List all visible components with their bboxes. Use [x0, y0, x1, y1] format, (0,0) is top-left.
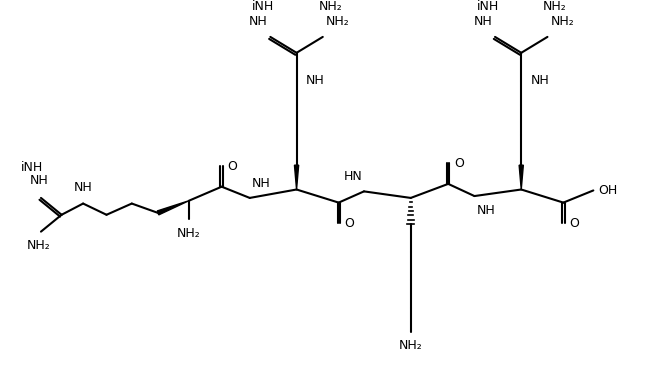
Text: NH: NH	[252, 176, 271, 190]
Text: iNH: iNH	[21, 161, 43, 174]
Text: iNH: iNH	[252, 0, 274, 13]
Text: NH₂: NH₂	[27, 239, 51, 252]
Text: NH: NH	[306, 74, 325, 87]
Polygon shape	[157, 201, 189, 215]
Polygon shape	[519, 165, 523, 190]
Text: NH₂: NH₂	[543, 0, 567, 13]
Text: NH₂: NH₂	[399, 339, 423, 352]
Text: NH₂: NH₂	[177, 227, 201, 240]
Text: NH: NH	[531, 74, 549, 87]
Text: NH: NH	[29, 174, 48, 187]
Text: iNH: iNH	[476, 0, 498, 13]
Text: O: O	[227, 160, 237, 173]
Text: HN: HN	[343, 170, 362, 183]
Text: NH₂: NH₂	[550, 14, 574, 27]
Text: NH₂: NH₂	[318, 0, 342, 13]
Text: O: O	[344, 217, 354, 230]
Text: O: O	[454, 157, 464, 170]
Text: NH: NH	[474, 14, 492, 27]
Text: OH: OH	[598, 184, 617, 197]
Text: NH: NH	[74, 181, 92, 194]
Text: NH: NH	[249, 14, 267, 27]
Text: NH: NH	[476, 204, 495, 217]
Polygon shape	[294, 165, 299, 190]
Text: O: O	[569, 217, 579, 230]
Text: NH₂: NH₂	[326, 14, 349, 27]
